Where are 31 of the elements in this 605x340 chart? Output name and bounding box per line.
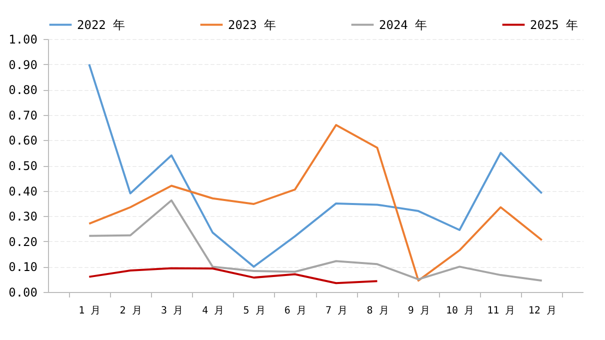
y-tick-label: 0.20 (8, 234, 38, 249)
x-tick-label: 9 月 (408, 306, 430, 316)
line-series (88, 63, 543, 268)
y-tick-label: 0.60 (8, 134, 38, 148)
y-tick-label: 0.50 (8, 159, 38, 173)
x-tick-label: 1 月 (78, 306, 101, 316)
x-tick-label: 3 月 (160, 306, 183, 316)
y-tick-label: 0.10 (8, 260, 38, 274)
y-tick-label: 0.00 (8, 286, 38, 300)
y-tick-label: 1.00 (8, 32, 38, 46)
x-tick-label: 2 月 (120, 306, 142, 316)
y-tick-label: 0.90 (8, 58, 38, 72)
legend-label: 2024 年 (379, 18, 428, 32)
line-series (88, 124, 543, 282)
legend-label: 2025 年 (530, 18, 578, 32)
legend-label: 2023 年 (228, 18, 276, 32)
y-tick-label: 0.80 (8, 83, 38, 98)
x-tick-label: 11 月 (487, 306, 516, 316)
x-tick-label: 12 月 (528, 306, 556, 316)
x-tick-label: 6 月 (284, 306, 306, 316)
x-tick-label: 10 月 (446, 306, 474, 316)
legend-label: 2022 年 (77, 18, 126, 32)
x-tick-label: 5 月 (243, 306, 266, 316)
y-tick-label: 0.40 (8, 184, 38, 198)
line-series (88, 267, 378, 284)
x-tick-label: 7 月 (326, 306, 348, 316)
y-tick-label: 0.70 (8, 108, 38, 122)
x-tick-label: 8 月 (366, 306, 389, 316)
y-tick-label: 0.30 (8, 210, 38, 224)
x-tick-label: 4 月 (202, 306, 224, 316)
line-series (88, 199, 543, 282)
